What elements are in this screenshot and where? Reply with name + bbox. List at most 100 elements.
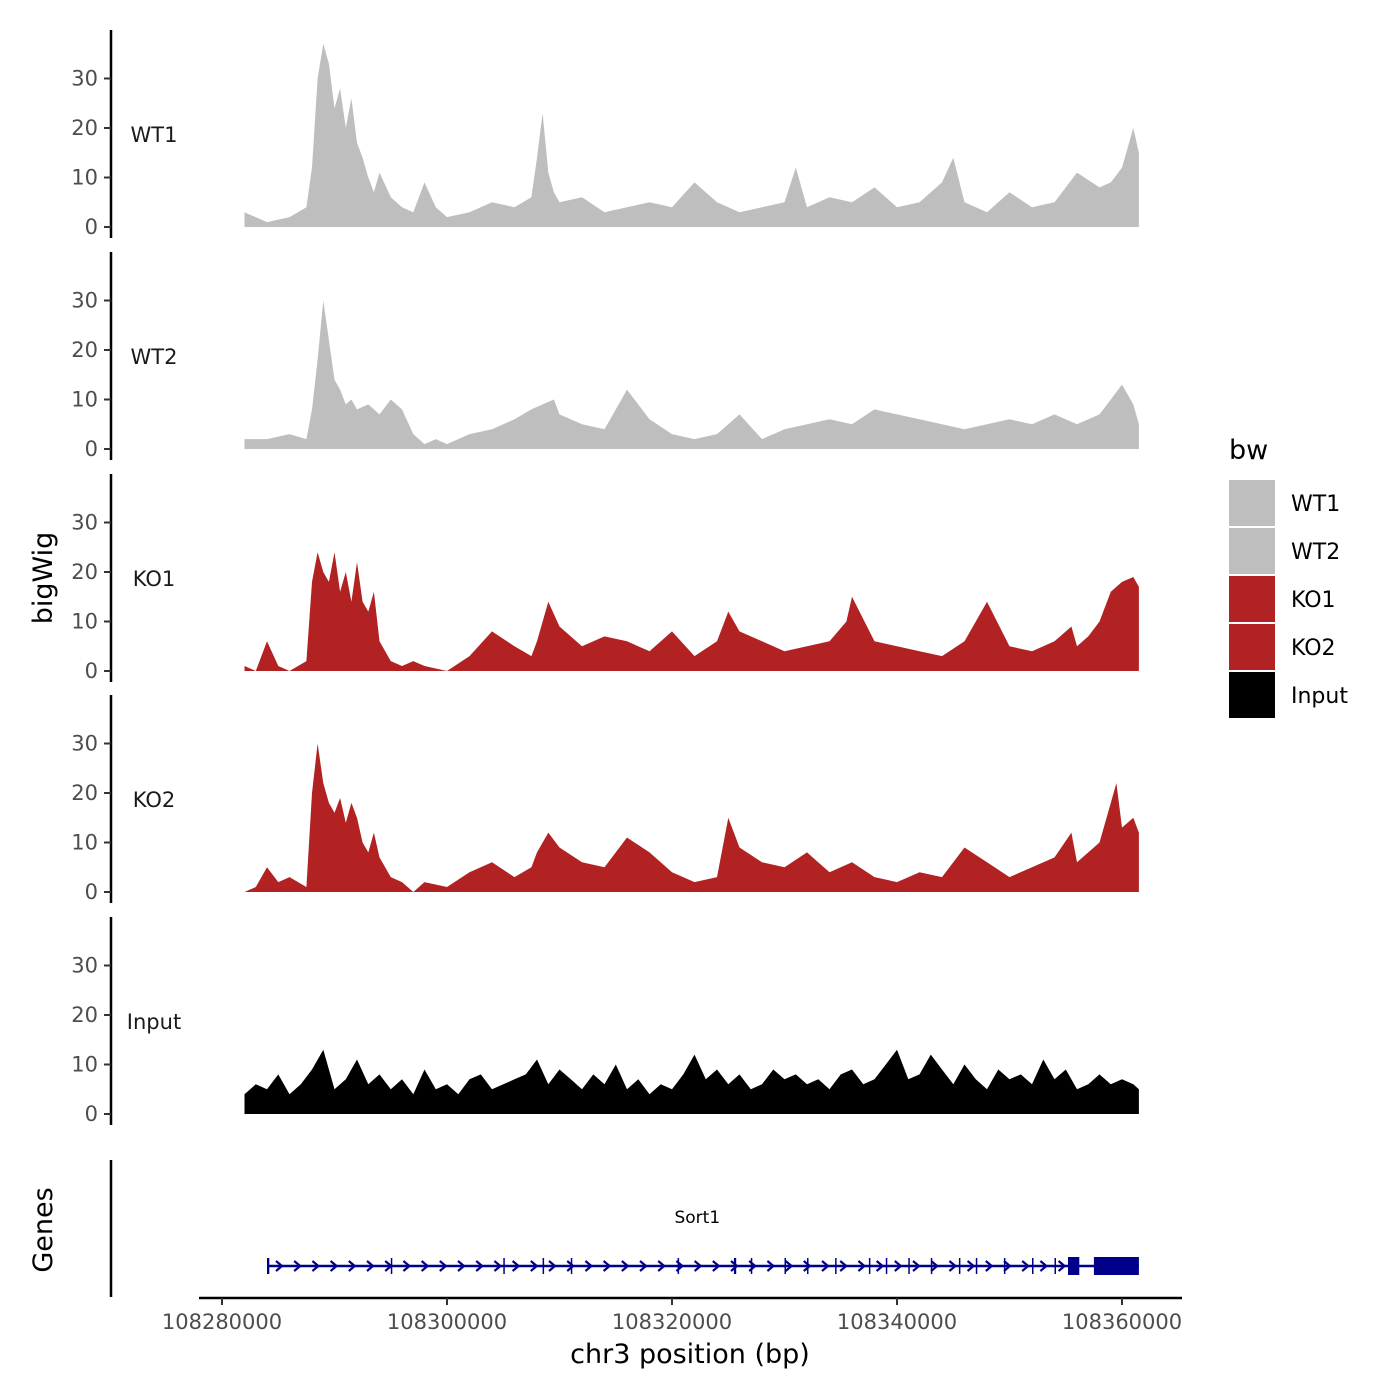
exon bbox=[570, 1258, 573, 1274]
strand-arrow bbox=[985, 1260, 994, 1272]
strand-arrow bbox=[803, 1260, 812, 1272]
legend-label-ko2: KO2 bbox=[1291, 636, 1336, 661]
y-axis-title: bigWig bbox=[28, 532, 59, 625]
track-wt2: 0 10 20 30 WT2 bbox=[71, 252, 1139, 461]
legend-label-wt2: WT2 bbox=[1291, 540, 1340, 565]
legend-key-ko1 bbox=[1229, 576, 1275, 622]
track-ko2: 0 10 20 30 KO2 bbox=[71, 695, 1139, 904]
track-label-wt1: WT1 bbox=[131, 123, 178, 147]
exon bbox=[958, 1258, 961, 1274]
x-tick-label: 108340000 bbox=[837, 1310, 957, 1334]
strand-arrow bbox=[657, 1260, 666, 1272]
strand-arrow bbox=[366, 1260, 375, 1272]
strand-arrow bbox=[639, 1260, 648, 1272]
exon bbox=[807, 1258, 809, 1274]
exon bbox=[1068, 1257, 1080, 1275]
strand-arrow bbox=[821, 1260, 830, 1272]
legend-label-wt1: WT1 bbox=[1291, 492, 1340, 517]
strand-arrow bbox=[311, 1260, 321, 1272]
legend-label-ko1: KO1 bbox=[1291, 588, 1336, 613]
legend-label-input: Input bbox=[1291, 684, 1348, 709]
strand-arrow bbox=[857, 1260, 867, 1272]
strand-arrow bbox=[1039, 1260, 1049, 1272]
strand-arrow bbox=[439, 1260, 448, 1272]
legend: bw WT1 WT2 KO1 KO2 Input bbox=[1229, 435, 1348, 718]
y-tick-label: 10 bbox=[71, 610, 98, 634]
track-label-ko1: KO1 bbox=[133, 567, 176, 591]
x-tick-label: 108280000 bbox=[162, 1310, 282, 1334]
y-tick-label: 0 bbox=[85, 659, 98, 683]
strand-arrow bbox=[1057, 1260, 1067, 1272]
strand-arrow bbox=[1003, 1260, 1012, 1272]
exon bbox=[503, 1258, 505, 1274]
x-axis: 108280000 108300000 108320000 108340000 1083… bbox=[162, 1296, 1182, 1334]
strand-arrow bbox=[329, 1260, 339, 1272]
gene-name-label: Sort1 bbox=[674, 1208, 720, 1228]
track-label-input: Input bbox=[127, 1010, 181, 1034]
strand-arrow bbox=[912, 1260, 921, 1272]
tracks-layer: 0 10 20 30 WT1 0 10 20 30 WT2 0 10 20 30 KO1 0 10 20 30 KO2… bbox=[71, 30, 1139, 1126]
strand-arrow bbox=[894, 1260, 903, 1272]
legend-title: bw bbox=[1229, 435, 1268, 466]
coverage-area-ko1 bbox=[244, 552, 1139, 671]
y-tick-label: 10 bbox=[71, 831, 98, 855]
strand-arrow bbox=[1021, 1260, 1030, 1272]
exon bbox=[1003, 1258, 1006, 1274]
coverage-area-ko2 bbox=[244, 743, 1139, 892]
exon bbox=[542, 1258, 545, 1274]
genes-layer: Sort1 bbox=[109, 1160, 1139, 1297]
strand-arrow bbox=[566, 1260, 575, 1272]
exon bbox=[975, 1258, 978, 1274]
exon bbox=[784, 1258, 786, 1274]
y-tick-label: 0 bbox=[85, 1102, 98, 1126]
exon bbox=[390, 1258, 393, 1274]
y-tick-label: 10 bbox=[71, 166, 98, 190]
y-tick-label: 30 bbox=[71, 289, 98, 313]
y-tick-label: 20 bbox=[71, 116, 98, 140]
strand-arrow bbox=[275, 1260, 284, 1272]
exon bbox=[267, 1258, 270, 1274]
strand-arrow bbox=[766, 1260, 776, 1272]
strand-arrow bbox=[348, 1260, 357, 1272]
strand-arrow bbox=[402, 1260, 412, 1272]
strand-arrow bbox=[966, 1260, 976, 1272]
x-tick-label: 108320000 bbox=[612, 1310, 732, 1334]
strand-arrow bbox=[475, 1260, 484, 1272]
strand-arrow bbox=[930, 1260, 939, 1272]
strand-arrow bbox=[839, 1260, 848, 1272]
y-tick-label: 20 bbox=[71, 1003, 98, 1027]
strand-arrow bbox=[420, 1260, 430, 1272]
track-ko1: 0 10 20 30 KO1 bbox=[71, 474, 1139, 683]
exon bbox=[750, 1258, 753, 1274]
track-label-ko2: KO2 bbox=[133, 788, 176, 812]
legend-key-ko2 bbox=[1229, 624, 1275, 670]
genes-axis-title: Genes bbox=[28, 1187, 59, 1272]
strand-arrow bbox=[548, 1260, 557, 1272]
y-tick-label: 30 bbox=[71, 954, 98, 978]
exon bbox=[733, 1258, 737, 1274]
strand-arrow bbox=[875, 1260, 885, 1272]
exon bbox=[1093, 1257, 1139, 1275]
strand-arrow bbox=[730, 1260, 739, 1272]
y-tick-label: 0 bbox=[85, 437, 98, 461]
exon bbox=[1054, 1258, 1056, 1274]
y-tick-label: 30 bbox=[71, 67, 98, 91]
exon bbox=[908, 1258, 910, 1274]
y-tick-label: 20 bbox=[71, 781, 98, 805]
coverage-area-input bbox=[244, 1049, 1139, 1114]
strand-arrow bbox=[493, 1260, 503, 1272]
y-tick-label: 0 bbox=[85, 880, 98, 904]
strand-arrow bbox=[621, 1260, 630, 1272]
strand-arrow bbox=[784, 1260, 794, 1272]
exon bbox=[835, 1258, 837, 1274]
track-input: 0 10 20 30 Input bbox=[71, 917, 1139, 1126]
track-wt1: 0 10 20 30 WT1 bbox=[71, 30, 1139, 239]
y-tick-label: 30 bbox=[71, 511, 98, 535]
y-tick-label: 10 bbox=[71, 388, 98, 412]
coverage-area-wt1 bbox=[244, 43, 1139, 227]
y-tick-label: 30 bbox=[71, 732, 98, 756]
y-tick-label: 20 bbox=[71, 560, 98, 584]
gene-model-sort1 bbox=[267, 1257, 1139, 1275]
strand-arrow bbox=[530, 1260, 539, 1272]
x-tick-label: 108300000 bbox=[387, 1310, 507, 1334]
